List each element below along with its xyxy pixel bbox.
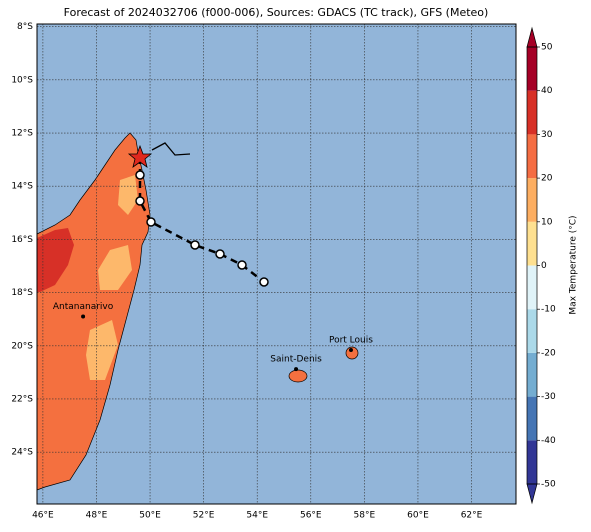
colorbar-tick-label: 50: [541, 43, 553, 53]
warm-zone: [37, 228, 74, 292]
city-marker: [348, 348, 353, 353]
colorbar: -50 -40 -30 -20 -10 0 10 20 30 40 50 Max Temperatur…: [526, 26, 579, 505]
lon-tick-label: 52°E: [193, 511, 215, 521]
city-marker: [81, 314, 86, 319]
lon-tick-label: 54°E: [246, 511, 268, 521]
city-label: Antananarivo: [53, 302, 114, 312]
colorbar-tick-label: 20: [541, 174, 553, 184]
colorbar-tick-label: -20: [541, 348, 556, 358]
cool-zone: [86, 320, 118, 380]
grid: [37, 24, 516, 504]
colorbar-band: [527, 221, 537, 266]
colorbar-tick-label: -40: [541, 436, 556, 446]
colorbar-band: [527, 440, 537, 484]
colorbar-band: [527, 134, 537, 179]
lat-tick-label: 22°S: [11, 394, 33, 404]
lat-tick-label: 10°S: [11, 75, 33, 85]
colorbar-band: [527, 396, 537, 441]
track-point: [135, 196, 145, 206]
track-point: [190, 240, 200, 250]
colorbar-tick-label: -10: [541, 305, 556, 315]
cool-zone: [118, 175, 138, 215]
frame: [36, 23, 517, 505]
track-point: [146, 217, 156, 227]
colorbar-band: [527, 352, 537, 397]
colorbar-tick-label: 10: [541, 217, 553, 227]
cool-zone: [98, 245, 132, 290]
colorbar-tick-label: 30: [541, 130, 553, 140]
lon-tick-label: 48°E: [86, 511, 108, 521]
track-point: [135, 170, 145, 180]
colorbar-extend: [526, 483, 538, 505]
title: Forecast of 2024032706 (f000-006), Sourc…: [64, 6, 489, 19]
colorbar-band: [527, 178, 537, 222]
city-marker: [294, 367, 299, 372]
colorbar-extend: [526, 26, 538, 48]
reunion: [288, 369, 308, 383]
lat-tick-label: 18°S: [11, 288, 33, 298]
track-point: [237, 260, 247, 270]
colorbar-band: [527, 265, 537, 310]
madagascar: [36, 132, 151, 491]
lon-tick-label: 62°E: [461, 511, 483, 521]
lon-tick-label: 56°E: [300, 511, 322, 521]
lat-tick-label: 24°S: [11, 448, 33, 458]
lon-tick-label: 50°E: [139, 511, 161, 521]
city-label: Port Louis: [329, 336, 373, 346]
colorbar-tick-label: 40: [541, 86, 553, 96]
city-label: Saint-Denis: [270, 355, 322, 365]
lat-tick-label: 12°S: [11, 129, 33, 139]
colorbar-band: [527, 47, 537, 91]
colorbar-tick-label: 0: [541, 261, 547, 271]
lat-tick-label: 8°S: [17, 22, 33, 32]
colorbar-label: Max Temperature (°C): [569, 215, 579, 314]
lat-tick-label: 14°S: [11, 182, 33, 192]
land: [36, 132, 359, 491]
colorbar-tick-label: -30: [541, 392, 556, 402]
colorbar-tick-label: -50: [541, 480, 556, 490]
colorbar-band: [527, 90, 537, 135]
track-point: [259, 277, 269, 287]
lat-tick-label: 20°S: [11, 341, 33, 351]
lon-tick-label: 46°E: [32, 511, 54, 521]
lon-tick-label: 60°E: [407, 511, 429, 521]
lon-tick-label: 58°E: [354, 511, 376, 521]
lat-tick-label: 16°S: [11, 235, 33, 245]
track-point: [215, 249, 225, 259]
current-position: [127, 144, 153, 168]
colorbar-band: [527, 309, 537, 353]
cyclone-track: [127, 144, 269, 287]
coastline: [151, 142, 191, 156]
